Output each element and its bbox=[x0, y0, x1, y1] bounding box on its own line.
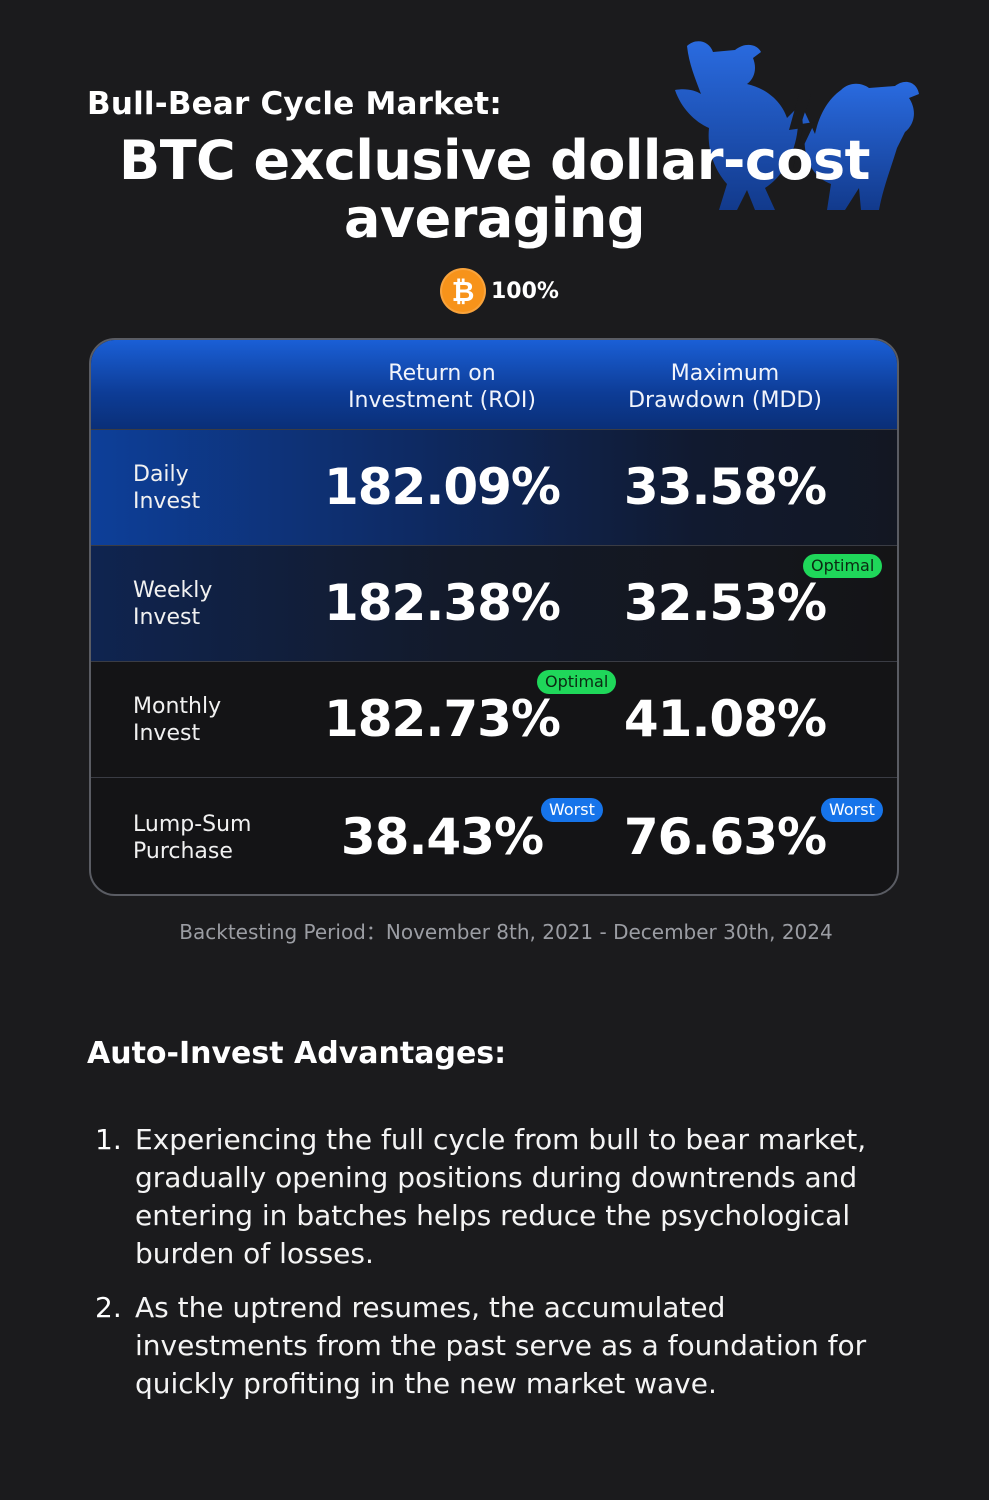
row-label-line1: Monthly bbox=[133, 694, 222, 719]
mdd-value: 76.63% bbox=[623, 808, 827, 866]
row-label-line2: Invest bbox=[133, 489, 201, 514]
title-line-1: BTC exclusive dollar-cost bbox=[119, 129, 870, 192]
bitcoin-icon: ₿ bbox=[440, 268, 486, 314]
row-label-line2: Invest bbox=[133, 721, 201, 746]
mdd-value: 32.53% bbox=[623, 574, 827, 632]
allocation: ₿ 100% bbox=[440, 267, 559, 315]
column-header-mdd-line2: Drawdown (MDD) bbox=[628, 388, 822, 413]
allocation-percent: 100% bbox=[491, 278, 559, 304]
table-row: Lump-Sum Purchase 38.43% 76.63% Worst Wo… bbox=[91, 777, 897, 894]
subtitle: Bull-Bear Cycle Market: bbox=[87, 86, 502, 122]
optimal-badge: Optimal bbox=[537, 670, 617, 694]
list-number: 1. bbox=[95, 1123, 122, 1156]
column-header-mdd: Maximum Drawdown (MDD) bbox=[595, 360, 855, 414]
row-label-line1: Weekly bbox=[133, 578, 213, 603]
optimal-badge: Optimal bbox=[803, 554, 883, 578]
row-label-line2: Purchase bbox=[133, 839, 233, 864]
list-text: Experiencing the full cycle from bull to… bbox=[135, 1123, 867, 1270]
list-item: 1. Experiencing the full cycle from bull… bbox=[95, 1121, 875, 1273]
row-label-line1: Daily bbox=[133, 462, 189, 487]
title-line-2: averaging bbox=[343, 187, 646, 250]
roi-value: 182.38% bbox=[323, 574, 561, 632]
page-title: BTC exclusive dollar-cost averaging bbox=[0, 132, 989, 248]
list-number: 2. bbox=[95, 1291, 122, 1324]
list-text: As the uptrend resumes, the accumulated … bbox=[135, 1291, 867, 1400]
column-header-roi-line2: Investment (ROI) bbox=[348, 388, 536, 413]
advantages-title: Auto-Invest Advantages: bbox=[87, 1036, 507, 1071]
column-header-mdd-line1: Maximum bbox=[670, 361, 780, 386]
table-row: Monthly Invest 182.73% 41.08% Optimal bbox=[91, 661, 897, 777]
comparison-table: Return on Investment (ROI) Maximum Drawd… bbox=[89, 338, 899, 896]
roi-value: 38.43% bbox=[340, 808, 544, 866]
mdd-value: 33.58% bbox=[623, 458, 827, 516]
advantages-list: 1. Experiencing the full cycle from bull… bbox=[95, 1121, 875, 1419]
list-item: 2. As the uptrend resumes, the accumulat… bbox=[95, 1289, 875, 1403]
row-label-line1: Lump-Sum bbox=[133, 812, 252, 837]
backtesting-period: Backtesting Period：November 8th, 2021 - … bbox=[179, 920, 833, 944]
roi-value: 182.73% bbox=[323, 690, 561, 748]
row-label-line2: Invest bbox=[133, 605, 201, 630]
table-header: Return on Investment (ROI) Maximum Drawd… bbox=[91, 340, 897, 429]
table-row: Weekly Invest 182.38% 32.53% Optimal bbox=[91, 545, 897, 661]
mdd-value: 41.08% bbox=[623, 690, 827, 748]
table-row: Daily Invest 182.09% 33.58% bbox=[91, 429, 897, 545]
bull-bear-logo-icon bbox=[675, 41, 919, 211]
row-label: Monthly Invest bbox=[133, 693, 221, 747]
worst-badge: Worst bbox=[541, 798, 603, 822]
column-header-roi-line1: Return on bbox=[388, 361, 496, 386]
roi-value: 182.09% bbox=[323, 458, 561, 516]
column-header-roi: Return on Investment (ROI) bbox=[312, 360, 572, 414]
row-label: Daily Invest bbox=[133, 461, 200, 515]
row-label: Lump-Sum Purchase bbox=[133, 811, 252, 865]
row-label: Weekly Invest bbox=[133, 577, 212, 631]
worst-badge: Worst bbox=[821, 798, 883, 822]
